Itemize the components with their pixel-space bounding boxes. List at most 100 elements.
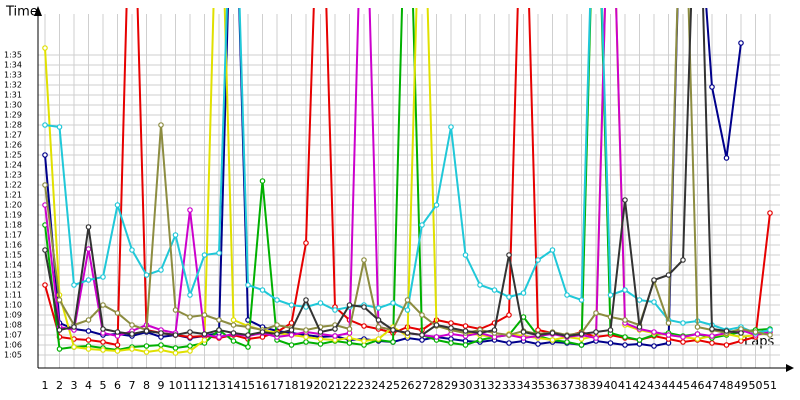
lap-marker [100,274,106,280]
lap-marker [767,332,773,338]
lap-marker [216,327,222,333]
x-tick-label: 28 [430,379,444,392]
lap-marker [172,232,179,238]
y-tick-label: 1:14 [4,261,22,270]
lap-marker [491,287,498,293]
lap-marker [245,344,251,350]
lap-marker [564,333,570,339]
lap-marker [361,257,367,263]
lap-marker [143,349,150,355]
x-tick-label: 17 [270,379,284,392]
x-tick-label: 48 [720,379,734,392]
lap-marker [636,337,643,343]
lap-marker [564,339,570,345]
lap-marker [506,340,512,346]
lap-marker [187,334,193,340]
lap-marker [694,324,701,330]
lap-marker [201,331,208,337]
lap-marker [274,331,280,337]
y-tick-label: 1:18 [4,221,22,230]
y-tick-label: 1:34 [4,61,22,70]
lap-marker [506,312,512,318]
lap-marker [129,322,135,328]
lap-marker [172,307,179,313]
lap-marker [317,300,324,306]
lap-marker [245,282,251,288]
y-tick-label: 1:09 [4,311,22,320]
lap-marker [288,327,295,333]
lap-marker [216,334,222,340]
lap-marker [767,210,773,216]
x-tick-label: 41 [618,379,632,392]
y-tick-label: 1:11 [4,291,22,300]
y-tick-label: 1:16 [4,241,22,250]
y-tick-label: 1:08 [4,321,22,330]
y-tick-label: 1:13 [4,271,22,280]
lap-marker [419,222,425,228]
x-tick-label: 5 [100,379,107,392]
lap-marker [230,330,237,336]
lap-marker [216,317,222,323]
x-tick-label: 51 [763,379,777,392]
y-tick-label: 1:22 [4,181,22,190]
y-tick-label: 1:17 [4,231,22,240]
lap-marker [651,343,657,349]
lap-marker [535,332,541,338]
lap-marker [114,310,121,316]
x-tick-label: 37 [560,379,574,392]
lap-marker [259,287,266,293]
lap-marker [230,338,237,344]
x-tick-label: 26 [401,379,415,392]
lap-marker [187,348,193,354]
lap-marker [143,272,150,278]
lap-marker [665,272,672,278]
x-tick-label: 47 [705,379,719,392]
x-tick-label: 3 [71,379,78,392]
x-tick-label: 18 [285,379,299,392]
y-tick-label: 1:21 [4,191,22,200]
lap-marker [361,304,367,310]
y-tick-label: 1:05 [4,351,22,360]
lap-marker [288,320,295,326]
lap-marker [114,342,121,348]
y-tick-label: 1:07 [4,331,22,340]
lap-marker [694,336,701,342]
lap-marker [680,339,686,345]
lap-marker [477,330,483,336]
lap-marker [375,317,382,323]
lap-marker [404,330,411,336]
y-tick-label: 1:12 [4,281,22,290]
x-tick-label: 35 [531,379,545,392]
lap-marker [651,277,657,283]
x-tick-label: 38 [575,379,589,392]
x-tick-label: 23 [357,379,371,392]
y-axis-arrow [34,6,42,16]
lap-marker [230,322,237,328]
x-tick-label: 39 [589,379,603,392]
lap-marker [42,45,48,51]
lap-marker [651,299,657,305]
lap-marker [578,297,585,303]
y-tick-label: 1:06 [4,341,22,350]
y-tick-label: 1:30 [4,101,22,110]
lap-marker [506,252,512,258]
lap-marker [448,340,454,346]
x-tick-label: 50 [749,379,763,392]
x-tick-label: 40 [604,379,618,392]
y-tick-label: 1:19 [4,211,22,220]
x-tick-label: 22 [343,379,357,392]
lap-marker [245,324,251,330]
lap-marker [404,297,411,303]
lap-marker [85,346,92,352]
lap-marker [680,257,686,263]
lap-marker [303,297,309,303]
lap-marker [738,40,744,46]
lap-marker [607,292,614,298]
y-tick-label: 1:33 [4,71,22,80]
lap-marker [201,252,208,258]
x-tick-label: 2 [56,379,63,392]
lap-marker [723,328,730,334]
x-tick-label: 13 [212,379,226,392]
lap-marker [723,155,730,161]
